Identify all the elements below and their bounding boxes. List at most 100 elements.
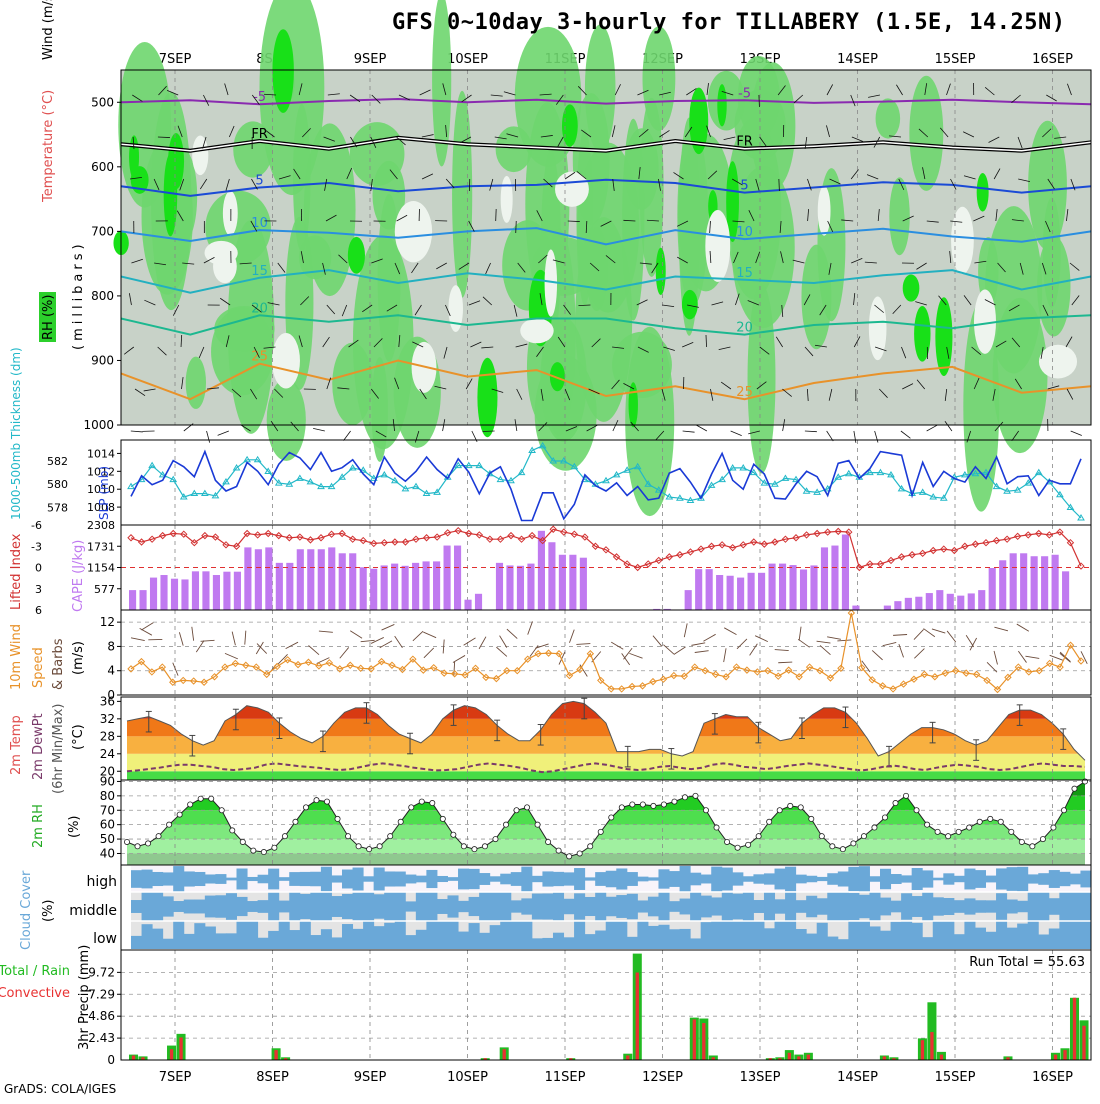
rh-point: [577, 851, 582, 856]
rh-point: [746, 842, 751, 847]
cape-bar: [716, 575, 723, 610]
cloud-cell: [764, 892, 775, 921]
precip-tick-label: 2.43: [88, 1031, 115, 1045]
wind10m-barb: [528, 621, 533, 634]
cloud-cell: [616, 868, 627, 889]
cloud-cell: [743, 921, 754, 949]
precip-conv-bar: [636, 973, 639, 1060]
cloud-cell: [933, 921, 944, 949]
lifted-index-point: [128, 535, 134, 541]
cloud-cell: [1028, 921, 1039, 949]
rh-dry-region: [951, 207, 974, 274]
rh-dry-region: [501, 176, 513, 223]
cloud-cell: [353, 892, 364, 921]
rh-point: [1061, 808, 1066, 813]
cloud-cell: [152, 929, 163, 949]
cloud-cell: [648, 897, 659, 917]
cloud-cell: [796, 875, 807, 884]
cloud-cell: [838, 939, 849, 949]
cape-bar: [527, 564, 534, 610]
ylabel-slp: SLP (mb): [97, 466, 111, 520]
rh-point: [419, 799, 424, 804]
cloud-cell: [131, 936, 142, 949]
cloud-cell: [374, 894, 385, 918]
cape-bar: [171, 579, 178, 610]
cloud-cell: [701, 875, 712, 884]
cloud-cell: [574, 893, 585, 919]
cloud-cell: [511, 900, 522, 912]
cloud-cell: [669, 901, 680, 912]
temp-band: [121, 771, 1091, 780]
temp-tick-label: 32: [100, 712, 115, 726]
cloud-cell: [458, 869, 469, 890]
cloud-cell: [616, 895, 627, 918]
date-label-top: 7SEP: [159, 52, 192, 67]
cloud-cell: [205, 896, 216, 918]
thickness-tick-label: 580: [47, 478, 68, 491]
rh-point: [956, 829, 961, 834]
upper-air-ylabel: Temperature (°C)Wind (m/s): [41, 0, 56, 203]
temp-band: [121, 719, 1091, 736]
ylabel-minmax: (6hr Min/Max): [51, 704, 66, 794]
cloud-cell: [648, 877, 659, 880]
wind-barb: [927, 425, 937, 431]
cloud-cell: [564, 899, 575, 914]
rh-point: [861, 834, 866, 839]
cape-bar: [213, 575, 220, 610]
cloud-cell: [289, 930, 300, 949]
cloud-cell: [553, 893, 564, 921]
wind10m-barb: [1017, 624, 1029, 631]
cloud-cell: [268, 892, 279, 921]
cloud-cell: [1080, 871, 1091, 888]
ylabel-thickness: 1000-500mb Thickness (dm): [9, 347, 23, 520]
cloud-cell: [331, 875, 342, 882]
cape-bar: [339, 553, 346, 610]
cape-bar: [789, 565, 796, 610]
cloud-cell: [964, 921, 975, 949]
cloud-cell: [215, 933, 226, 949]
rh-moist-region: [452, 91, 472, 298]
precip-conv-bar: [179, 1037, 182, 1060]
precip-frame: [121, 950, 1091, 1060]
cape-bar: [349, 553, 356, 610]
rh-point: [777, 808, 782, 813]
wind10m-barb: [947, 631, 956, 642]
date-label-top: 9SEP: [354, 52, 387, 67]
cape-bar: [685, 590, 692, 610]
rh-point: [514, 808, 519, 813]
cloud-cell: [690, 938, 701, 949]
rh-point: [556, 848, 561, 853]
cloud-cell: [912, 923, 923, 949]
rh-label-group: RH (%): [39, 292, 56, 342]
wind10m-barb: [674, 647, 686, 655]
cloud-cell: [215, 895, 226, 917]
rh-saturated-region: [129, 135, 139, 179]
precip-conv-bar: [170, 1049, 173, 1060]
cloud-cell: [711, 867, 722, 892]
rh-point: [724, 839, 729, 844]
wind10m-barb: [395, 636, 403, 648]
ytick-label: 700: [91, 224, 114, 238]
wind10m-barb: [883, 642, 897, 645]
cloud-cell: [331, 937, 342, 949]
rh-point: [935, 829, 940, 834]
contour-label: 10: [251, 216, 268, 231]
cloud-cell: [395, 892, 406, 921]
cloud-cell: [258, 900, 269, 913]
cloud-cell: [680, 866, 691, 892]
ylabel-cloud-units: (%): [41, 900, 56, 923]
cloud-cell: [648, 926, 659, 949]
cloud-cell: [500, 874, 511, 885]
cloud-cell: [775, 921, 786, 949]
cape-bar: [821, 547, 828, 610]
rh-point: [903, 793, 908, 798]
cloud-cell: [891, 874, 902, 884]
wind-barb: [683, 431, 695, 432]
cloud-cell: [374, 868, 385, 891]
rh-point: [198, 796, 203, 801]
wind-barb: [313, 428, 325, 431]
cloud-cell: [236, 921, 247, 949]
precip-conv-bar: [1063, 1050, 1066, 1060]
cloud-cell: [574, 921, 585, 949]
wind10m-barb: [629, 653, 642, 658]
